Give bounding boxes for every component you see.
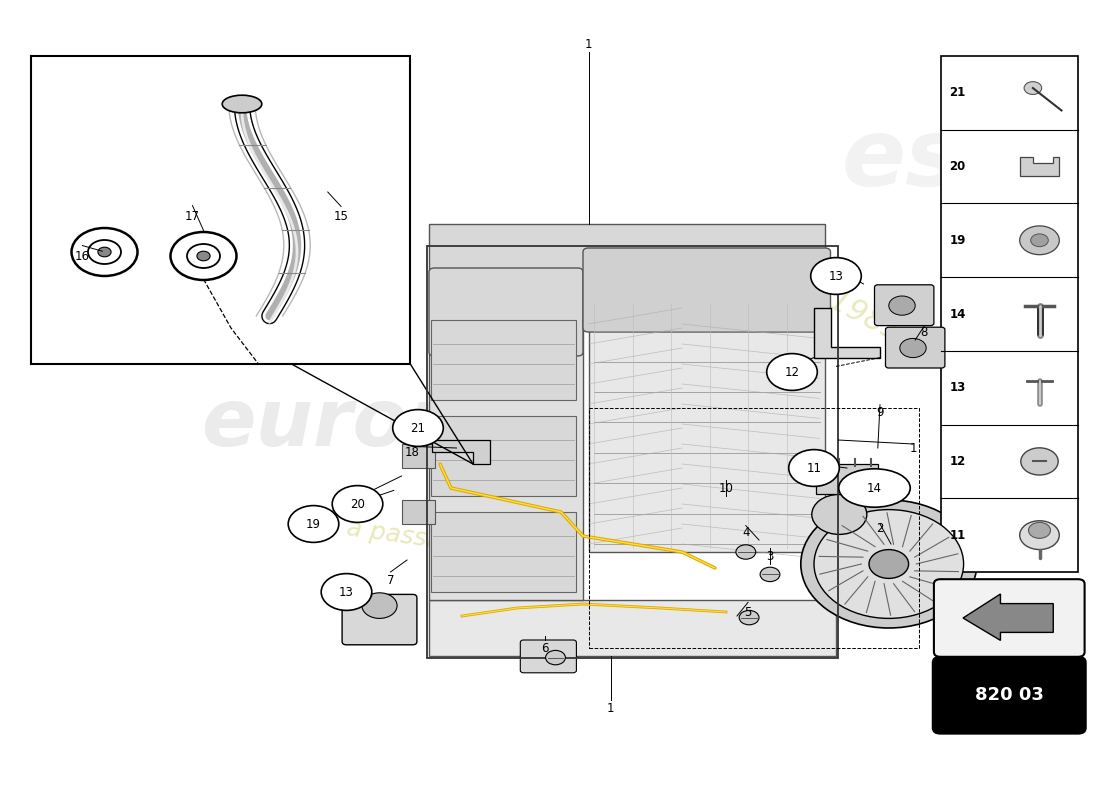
Circle shape	[814, 510, 964, 618]
Text: 13: 13	[949, 382, 966, 394]
Text: 20: 20	[350, 498, 365, 510]
Text: 820 03: 820 03	[975, 686, 1044, 704]
Text: 14: 14	[949, 307, 966, 321]
Bar	[31, 56, 410, 364]
Circle shape	[869, 550, 909, 578]
Text: 2: 2	[877, 522, 883, 534]
Circle shape	[767, 354, 817, 390]
Polygon shape	[432, 440, 490, 464]
FancyBboxPatch shape	[342, 594, 417, 645]
FancyBboxPatch shape	[429, 268, 583, 356]
Circle shape	[739, 610, 759, 625]
Text: 20: 20	[949, 160, 966, 173]
Text: 1: 1	[607, 702, 614, 714]
Circle shape	[1021, 448, 1058, 475]
Text: es: es	[842, 114, 962, 206]
Text: 17: 17	[185, 210, 200, 222]
Text: 15: 15	[333, 210, 349, 222]
Circle shape	[1020, 226, 1059, 254]
Circle shape	[801, 500, 977, 628]
Circle shape	[760, 567, 780, 582]
Text: europes: europes	[201, 385, 569, 463]
Text: 6: 6	[541, 642, 548, 654]
Circle shape	[197, 251, 210, 261]
Bar	[431, 512, 576, 592]
Circle shape	[88, 240, 121, 264]
Text: 8: 8	[921, 326, 927, 338]
Text: a passion for parts: a passion for parts	[344, 516, 580, 572]
Text: 18: 18	[405, 446, 420, 458]
Bar	[427, 246, 838, 658]
Text: 12: 12	[784, 366, 800, 378]
Bar	[940, 56, 1078, 572]
Text: 11: 11	[806, 462, 822, 474]
Text: 16: 16	[75, 250, 90, 262]
Ellipse shape	[222, 95, 262, 113]
Circle shape	[98, 247, 111, 257]
Text: 5: 5	[745, 606, 751, 618]
Text: 12: 12	[949, 455, 966, 468]
Bar	[429, 296, 583, 600]
Bar	[402, 500, 434, 524]
Polygon shape	[1020, 157, 1059, 176]
Bar	[588, 296, 825, 552]
Bar	[431, 416, 576, 496]
Bar	[429, 224, 825, 296]
Text: 21: 21	[410, 422, 426, 434]
Text: 21: 21	[949, 86, 966, 99]
Circle shape	[288, 506, 339, 542]
Circle shape	[546, 650, 565, 665]
Circle shape	[900, 338, 926, 358]
Text: 1: 1	[910, 442, 916, 454]
Circle shape	[187, 244, 220, 268]
Circle shape	[1024, 82, 1042, 94]
Text: 7: 7	[387, 574, 394, 586]
Text: 4: 4	[742, 526, 749, 538]
FancyBboxPatch shape	[874, 285, 934, 326]
Circle shape	[321, 574, 372, 610]
Circle shape	[736, 545, 756, 559]
Circle shape	[362, 593, 397, 618]
Text: since 1985: since 1985	[745, 244, 905, 348]
Text: 1: 1	[585, 38, 592, 50]
Text: 14: 14	[867, 482, 882, 494]
Text: 13: 13	[828, 270, 844, 282]
FancyBboxPatch shape	[933, 657, 1086, 734]
FancyBboxPatch shape	[520, 640, 576, 673]
Text: 13: 13	[339, 586, 354, 598]
Text: 3: 3	[767, 550, 773, 562]
Bar	[431, 320, 576, 400]
Bar	[402, 444, 434, 468]
Circle shape	[812, 494, 867, 534]
Text: 9: 9	[877, 406, 883, 418]
Circle shape	[72, 228, 138, 276]
FancyBboxPatch shape	[886, 327, 945, 368]
Circle shape	[1031, 234, 1048, 246]
Polygon shape	[964, 594, 1054, 640]
Bar	[429, 600, 836, 656]
Text: 19: 19	[949, 234, 966, 246]
Circle shape	[332, 486, 383, 522]
Circle shape	[1028, 522, 1050, 538]
Circle shape	[811, 258, 861, 294]
Text: 10: 10	[718, 482, 734, 494]
Bar	[816, 464, 878, 494]
Text: 11: 11	[949, 529, 966, 542]
Polygon shape	[814, 308, 880, 358]
Circle shape	[1020, 521, 1059, 550]
Circle shape	[170, 232, 236, 280]
Ellipse shape	[838, 469, 911, 507]
Circle shape	[789, 450, 839, 486]
Circle shape	[393, 410, 443, 446]
Text: 19: 19	[306, 518, 321, 530]
FancyBboxPatch shape	[934, 579, 1085, 657]
FancyBboxPatch shape	[583, 248, 830, 332]
Circle shape	[889, 296, 915, 315]
